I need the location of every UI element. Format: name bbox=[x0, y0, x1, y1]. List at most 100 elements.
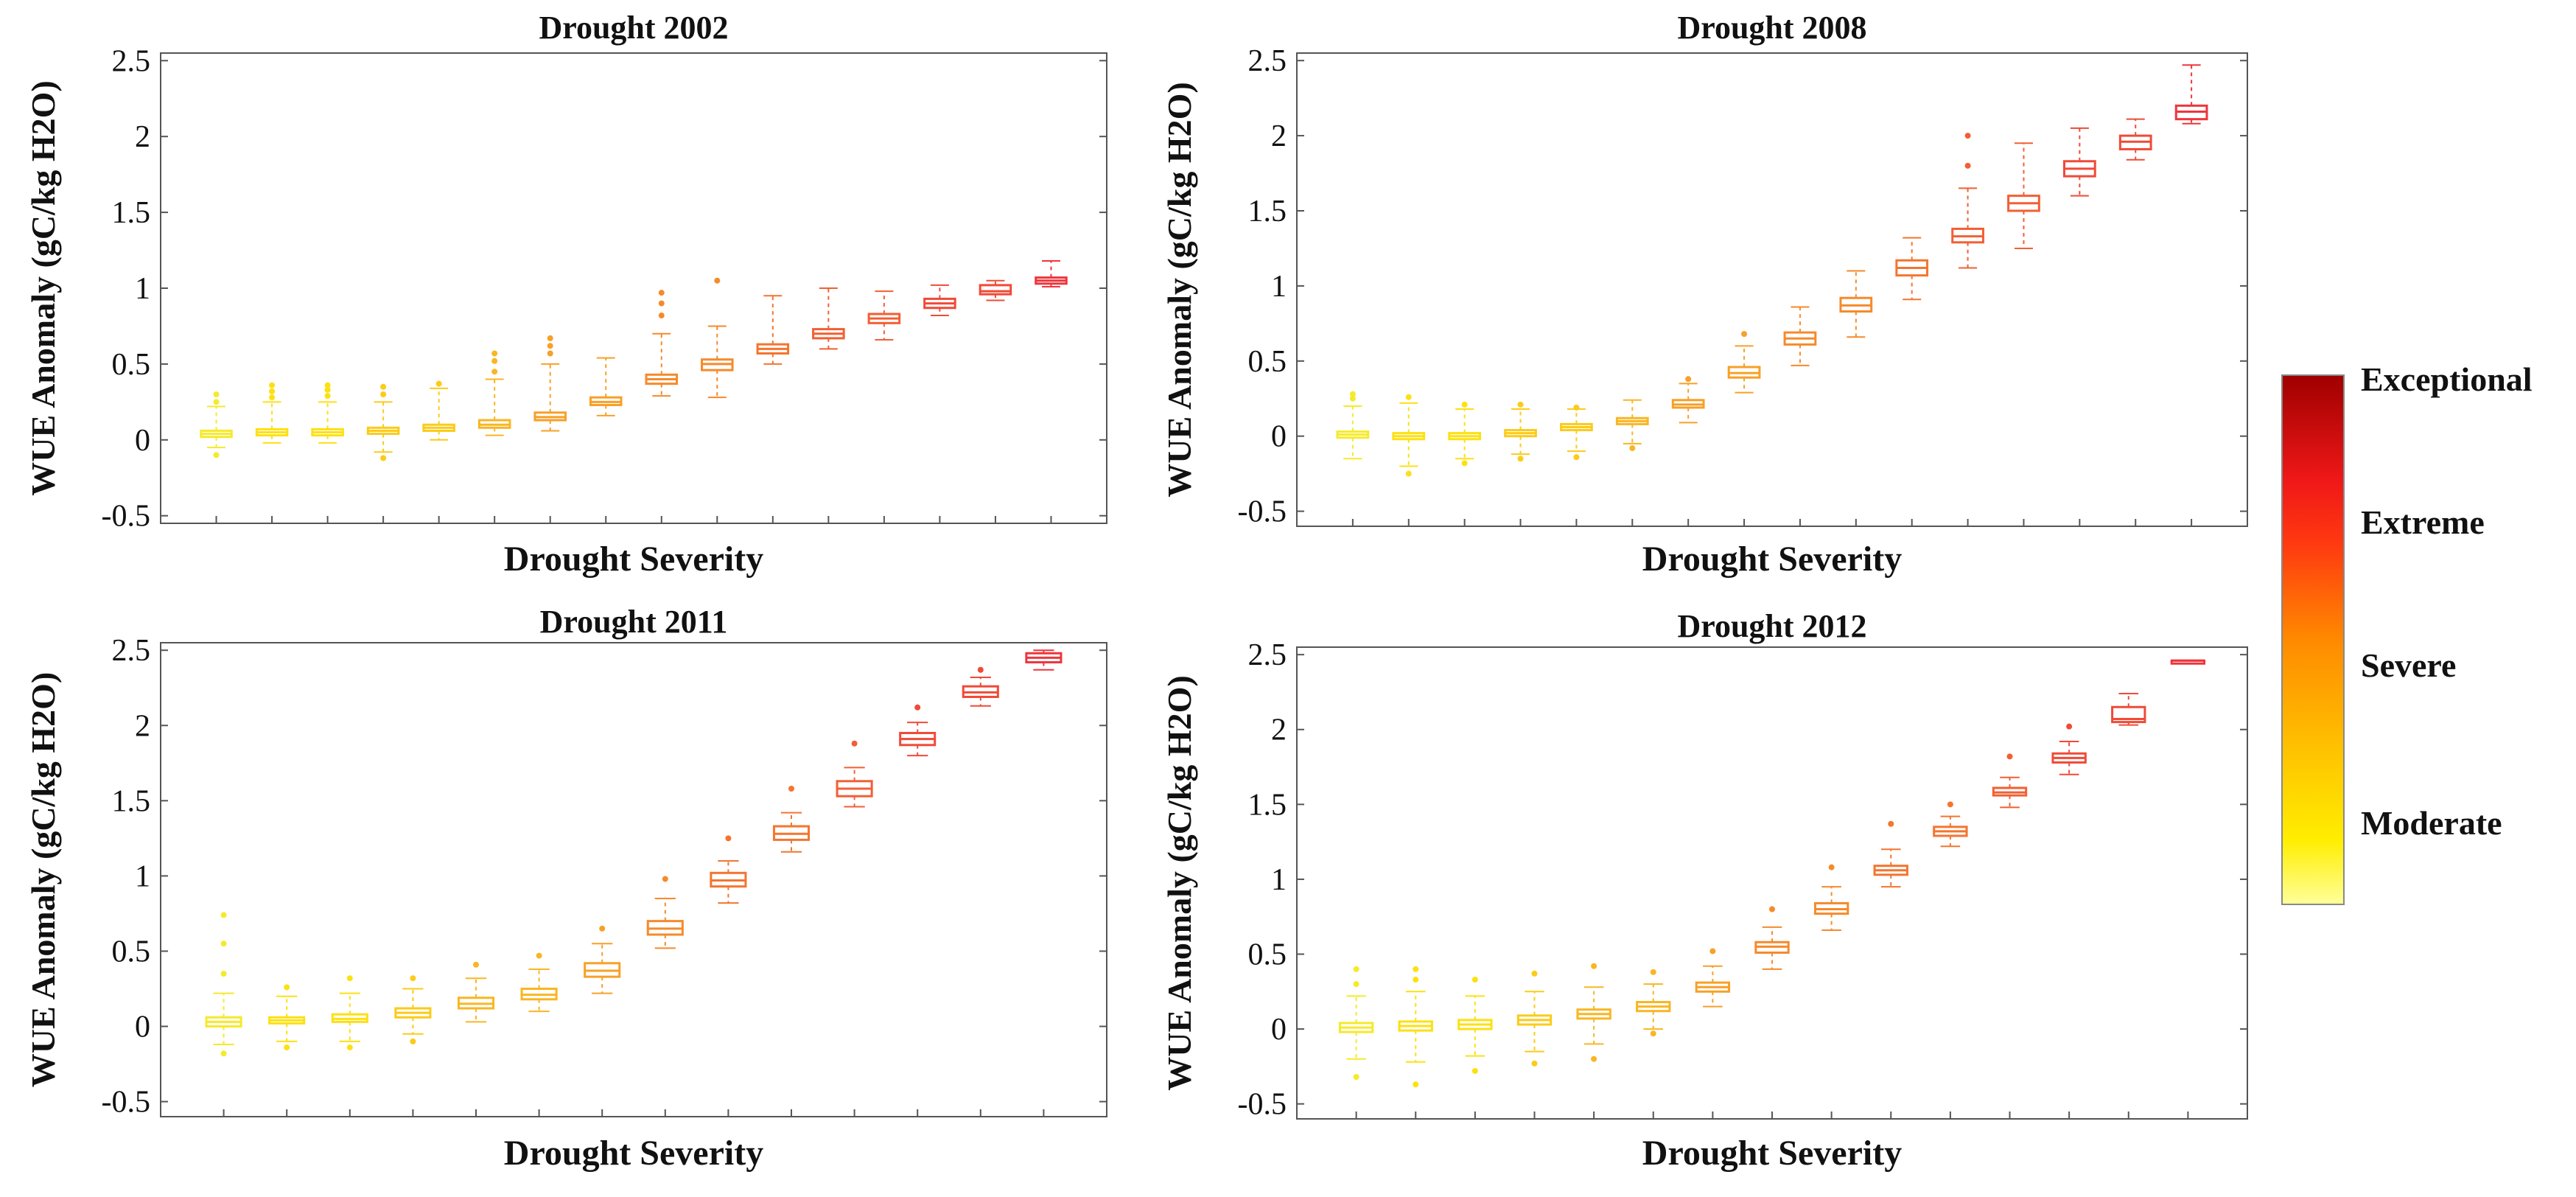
panel-title: Drought 2002 bbox=[539, 10, 728, 46]
box-16 bbox=[2174, 64, 2208, 526]
y-tick-label: 0.5 bbox=[112, 348, 151, 382]
outlier-point bbox=[1349, 391, 1356, 397]
outlier-point bbox=[547, 350, 553, 357]
box-10 bbox=[1873, 820, 1908, 1119]
box-13 bbox=[867, 290, 901, 523]
outlier-point bbox=[1405, 470, 1412, 477]
box-7 bbox=[584, 925, 621, 1117]
box-8 bbox=[1754, 906, 1790, 1119]
y-tick-label: 1 bbox=[135, 272, 150, 306]
box-7 bbox=[533, 335, 567, 523]
y-tick-label: 2.5 bbox=[112, 634, 151, 668]
outlier-point bbox=[2006, 753, 2013, 760]
outlier-point bbox=[269, 382, 276, 388]
box-2 bbox=[1398, 966, 1433, 1119]
panel-title: Drought 2012 bbox=[1677, 608, 1866, 644]
x-axis-label: Drought Severity bbox=[504, 1134, 763, 1173]
outlier-point bbox=[284, 984, 290, 991]
outlier-point bbox=[220, 1050, 227, 1057]
outlier-point bbox=[1517, 456, 1524, 462]
colorbar-label-moderate: Moderate bbox=[2361, 804, 2502, 842]
outlier-point bbox=[1769, 906, 1775, 912]
y-tick-label: 0 bbox=[1271, 420, 1287, 454]
outlier-point bbox=[1471, 977, 1478, 983]
outlier-point bbox=[1828, 864, 1835, 870]
y-tick-label: 1 bbox=[1271, 863, 1287, 897]
box-14 bbox=[1025, 649, 1063, 1117]
outlier-point bbox=[1573, 404, 1580, 411]
outlier-point bbox=[435, 380, 442, 387]
box-1 bbox=[1338, 966, 1374, 1119]
box-2 bbox=[255, 382, 289, 523]
x-axis-label: Drought Severity bbox=[1642, 540, 1902, 579]
y-tick-label: -0.5 bbox=[102, 1086, 151, 1120]
box-5 bbox=[1560, 404, 1593, 526]
box-14 bbox=[923, 284, 956, 523]
y-tick-label: 2.5 bbox=[1248, 638, 1287, 672]
y-tick-label: 2.5 bbox=[112, 44, 151, 78]
outlier-point bbox=[213, 452, 220, 458]
outlier-point bbox=[1405, 394, 1412, 400]
colorbar-label-extreme: Extreme bbox=[2361, 503, 2485, 541]
y-tick-label: -0.5 bbox=[1238, 495, 1287, 529]
x-axis-label: Drought Severity bbox=[1642, 1134, 1902, 1173]
box-6 bbox=[520, 952, 558, 1117]
outlier-point bbox=[1650, 969, 1656, 975]
box-10 bbox=[1839, 270, 1873, 526]
outlier-point bbox=[410, 1038, 416, 1044]
y-tick-label: 0.5 bbox=[1248, 938, 1287, 972]
outlier-point bbox=[1591, 963, 1597, 969]
outlier-point bbox=[1461, 460, 1468, 467]
outlier-point bbox=[1461, 401, 1468, 408]
outlier-point bbox=[220, 912, 227, 918]
outlier-point bbox=[410, 975, 416, 982]
outlier-point bbox=[1629, 445, 1636, 452]
box-8 bbox=[589, 357, 623, 523]
box-9 bbox=[1813, 864, 1849, 1119]
outlier-point bbox=[658, 290, 665, 296]
y-tick-label: -0.5 bbox=[102, 500, 151, 534]
iqr-box bbox=[979, 284, 1012, 296]
box-8 bbox=[646, 876, 684, 1117]
severity-colorbar bbox=[2281, 374, 2345, 905]
outlier-point bbox=[1413, 966, 1419, 972]
box-5 bbox=[422, 380, 455, 523]
box-11 bbox=[756, 295, 790, 523]
box-6 bbox=[477, 350, 511, 523]
box-3 bbox=[331, 975, 368, 1117]
outlier-point bbox=[269, 394, 276, 401]
y-tick-label: 0 bbox=[1271, 1013, 1287, 1047]
panel-2: Drought 2008 -0.5 0 0.5 1 1.5 2 2.5 WUE Anomaly … bbox=[1161, 10, 2248, 579]
outlier-point bbox=[346, 1044, 353, 1051]
plot-frame bbox=[1296, 52, 2248, 527]
outlier-point bbox=[599, 925, 606, 932]
y-tick-label: 2 bbox=[1271, 713, 1287, 747]
box-13 bbox=[2007, 142, 2040, 526]
outlier-point bbox=[220, 940, 227, 947]
y-tick-label: 1.5 bbox=[112, 196, 151, 230]
outlier-point bbox=[213, 391, 220, 398]
y-tick-label: 0 bbox=[135, 424, 150, 458]
colorbar-label-exceptional: Exceptional bbox=[2361, 360, 2533, 398]
y-tick-label: 2 bbox=[135, 709, 150, 743]
box-2 bbox=[268, 984, 306, 1117]
box-11 bbox=[1895, 237, 1929, 526]
outlier-point bbox=[658, 313, 665, 319]
y-axis-label: WUE Anomaly (gC/kg H2O) bbox=[24, 80, 62, 496]
outlier-point bbox=[346, 975, 353, 982]
box-12 bbox=[1951, 133, 1984, 526]
outlier-point bbox=[491, 369, 498, 375]
outlier-point bbox=[725, 835, 732, 842]
outlier-point bbox=[1353, 1074, 1359, 1081]
outlier-point bbox=[1531, 970, 1538, 977]
panel-1: Drought 2002 -0.5 0 0.5 1 1.5 2 2.5 WUE Anomaly … bbox=[24, 10, 1107, 579]
plot-frame bbox=[160, 52, 1107, 524]
y-tick-label: 1 bbox=[1271, 270, 1287, 304]
outlier-point bbox=[284, 1044, 290, 1051]
box-9 bbox=[710, 835, 747, 1117]
y-axis-label: WUE Anomaly (gC/kg H2O) bbox=[1161, 82, 1198, 498]
outlier-point bbox=[1709, 948, 1716, 955]
y-axis-label: WUE Anomaly (gC/kg H2O) bbox=[1161, 675, 1198, 1091]
outlier-point bbox=[1349, 395, 1356, 402]
outlier-point bbox=[851, 740, 858, 747]
